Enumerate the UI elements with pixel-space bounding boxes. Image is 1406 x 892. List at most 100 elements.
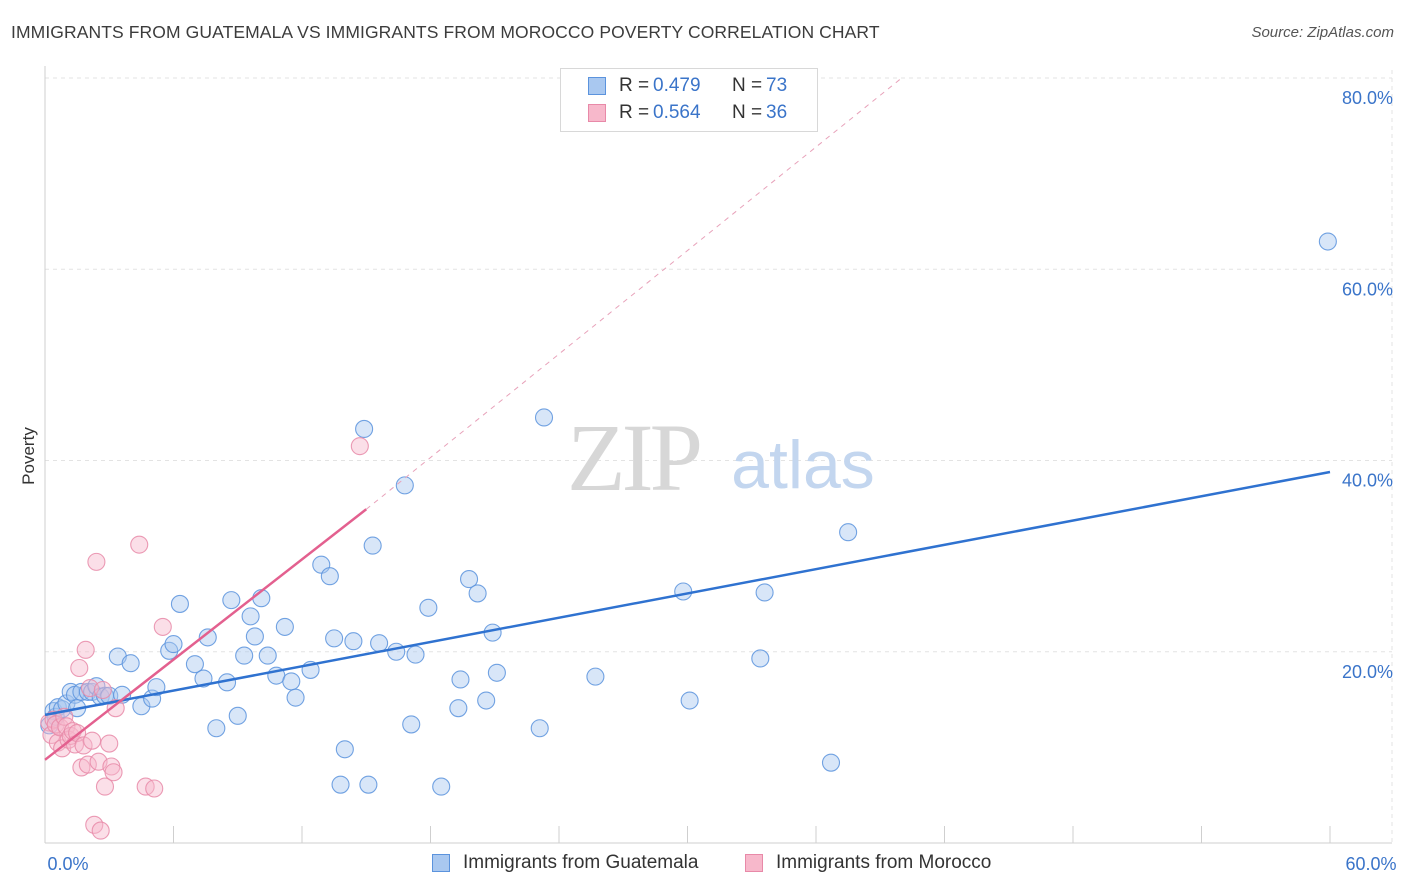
- legend-swatch-guatemala: [588, 77, 606, 95]
- y-tick-label: 40.0%: [1342, 471, 1393, 491]
- legend-row-guatemala: R = 0.479 N = 73: [561, 74, 817, 100]
- trend-lines: [44, 77, 1331, 761]
- morocco-point: [145, 779, 164, 798]
- guatemala-point: [245, 627, 264, 646]
- guatemala-point: [185, 655, 204, 674]
- guatemala-point: [359, 775, 378, 794]
- watermark-atlas: atlas: [731, 427, 875, 503]
- morocco-point: [93, 680, 112, 700]
- legend-n-value: 36: [766, 102, 788, 123]
- guatemala-point: [468, 584, 487, 603]
- guatemala-point: [451, 670, 470, 689]
- morocco-point: [153, 617, 172, 636]
- morocco-point: [130, 535, 149, 554]
- guatemala-point: [222, 591, 241, 610]
- guatemala-point: [335, 740, 354, 759]
- legend-row-morocco: R = 0.564 N = 36: [561, 101, 817, 127]
- guatemala-point: [194, 669, 213, 688]
- chart-title: IMMIGRANTS FROM GUATEMALA VS IMMIGRANTS …: [11, 22, 880, 42]
- tick-labels: 20.0% 40.0% 60.0% 80.0% 0.0% 60.0%: [47, 88, 1396, 874]
- legend-n-value: 73: [766, 75, 788, 96]
- guatemala-point: [235, 646, 254, 665]
- guatemala-point: [432, 777, 451, 796]
- guatemala-point: [674, 582, 693, 601]
- grid-lines: [45, 70, 1393, 843]
- guatemala-point: [821, 753, 841, 772]
- morocco-trend-line: [44, 508, 368, 761]
- y-axis-label: Poverty: [19, 427, 38, 485]
- morocco-point: [106, 699, 125, 718]
- guatemala-point: [402, 715, 421, 734]
- x-tick-label: 0.0%: [47, 854, 88, 874]
- source-label: Source: ZipAtlas.com: [1251, 24, 1394, 41]
- bottom-swatch-guatemala: [432, 854, 450, 872]
- data-points: [40, 232, 1337, 840]
- guatemala-point: [282, 672, 301, 691]
- y-tick-label: 60.0%: [1342, 279, 1393, 299]
- legend-r-label: R =: [619, 75, 650, 96]
- guatemala-point: [286, 688, 305, 707]
- guatemala-point: [449, 699, 468, 718]
- y-tick-label: 80.0%: [1342, 88, 1393, 108]
- guatemala-point: [207, 719, 226, 738]
- bottom-legend-label: Immigrants from Guatemala: [463, 852, 699, 873]
- legend-r-value: 0.564: [653, 102, 701, 123]
- guatemala-point: [258, 646, 277, 665]
- bottom-legend-label: Immigrants from Morocco: [776, 852, 992, 873]
- guatemala-point: [344, 632, 363, 651]
- guatemala-point: [121, 654, 140, 673]
- correlation-legend: R = 0.479 N = 73 R = 0.564 N = 36: [560, 68, 818, 132]
- guatemala-point: [680, 691, 699, 710]
- guatemala-point: [387, 642, 406, 661]
- morocco-point: [83, 731, 102, 750]
- morocco-point: [91, 821, 110, 840]
- guatemala-point: [331, 775, 350, 794]
- guatemala-point: [355, 419, 374, 438]
- morocco-point: [95, 777, 115, 796]
- morocco-point: [70, 658, 89, 678]
- guatemala-point: [530, 719, 549, 738]
- guatemala-point: [395, 476, 414, 495]
- x-tick-label: 60.0%: [1345, 854, 1396, 874]
- guatemala-point: [320, 567, 339, 586]
- guatemala-trend-line: [44, 470, 1331, 717]
- guatemala-point: [164, 635, 183, 654]
- guatemala-point: [419, 598, 438, 617]
- guatemala-point: [839, 523, 858, 542]
- morocco-point: [76, 640, 95, 659]
- guatemala-point: [275, 617, 294, 636]
- guatemala-point: [325, 629, 344, 648]
- guatemala-point: [459, 570, 479, 589]
- bottom-swatch-morocco: [745, 854, 763, 872]
- guatemala-point: [147, 678, 166, 697]
- guatemala-point: [487, 663, 506, 682]
- guatemala-point: [477, 691, 496, 710]
- axes: [44, 66, 1392, 844]
- guatemala-point: [228, 706, 247, 725]
- legend-swatch-morocco: [588, 104, 606, 122]
- guatemala-point: [198, 628, 217, 647]
- legend-r-label: R =: [619, 102, 650, 123]
- guatemala-point: [170, 594, 189, 613]
- watermark: ZIP atlas: [567, 404, 875, 511]
- morocco-point: [104, 763, 123, 782]
- morocco-point: [350, 437, 369, 456]
- guatemala-point: [534, 408, 554, 427]
- y-tick-label: 20.0%: [1342, 662, 1393, 682]
- morocco-point: [78, 755, 97, 774]
- morocco-point: [100, 734, 119, 753]
- legend-n-label: N =: [732, 75, 763, 96]
- legend-r-value: 0.479: [653, 75, 701, 96]
- watermark-zip: ZIP: [567, 404, 700, 511]
- guatemala-point: [1318, 232, 1337, 251]
- guatemala-point: [406, 645, 425, 664]
- morocco-point: [74, 736, 93, 755]
- morocco-trend-extension: [365, 77, 902, 510]
- guatemala-point: [751, 649, 770, 668]
- guatemala-point: [363, 536, 382, 555]
- guatemala-point: [370, 634, 389, 653]
- guatemala-point: [586, 667, 605, 686]
- legend-n-label: N =: [732, 102, 763, 123]
- morocco-point: [87, 552, 106, 571]
